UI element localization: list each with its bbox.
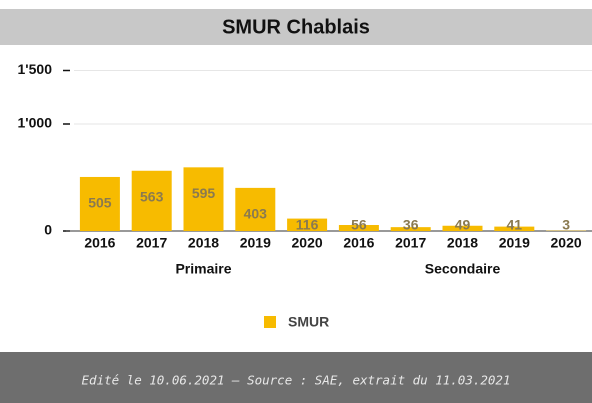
bar bbox=[183, 167, 224, 231]
y-tick-label: 1'000 bbox=[18, 115, 53, 131]
group-label: Secondaire bbox=[425, 261, 501, 277]
value-label: 36 bbox=[403, 217, 419, 233]
bar bbox=[79, 176, 120, 231]
value-label: 403 bbox=[244, 206, 268, 222]
value-label: 116 bbox=[296, 217, 319, 233]
bar bbox=[390, 227, 431, 231]
bar bbox=[338, 225, 379, 231]
x-tick-label: 2017 bbox=[395, 235, 426, 251]
value-label: 3 bbox=[562, 217, 570, 233]
x-tick-label: 2019 bbox=[240, 235, 271, 251]
footer: Edité le 10.06.2021 – Source : SAE, extr… bbox=[82, 373, 511, 388]
y-tick-label: 1'500 bbox=[18, 61, 53, 77]
bar bbox=[494, 226, 535, 231]
value-label: 563 bbox=[140, 188, 164, 204]
title-bar bbox=[0, 9, 592, 45]
footer-bar bbox=[0, 352, 592, 403]
x-tick-label: 2016 bbox=[84, 235, 115, 251]
x-tick-label: 2020 bbox=[551, 235, 582, 251]
value-label: 56 bbox=[351, 217, 367, 233]
legend-label: SMUR bbox=[288, 314, 329, 330]
legend-swatch bbox=[264, 316, 276, 328]
bar bbox=[287, 218, 328, 231]
x-tick-label: 2017 bbox=[136, 235, 167, 251]
value-label: 41 bbox=[507, 217, 523, 233]
value-label: 595 bbox=[192, 185, 216, 201]
x-tick-label: 2018 bbox=[188, 235, 219, 251]
x-tick-label: 2019 bbox=[499, 235, 530, 251]
y-tick-label: 0 bbox=[44, 222, 52, 238]
x-tick-label: 2018 bbox=[447, 235, 478, 251]
x-tick-label: 2020 bbox=[292, 235, 323, 251]
group-label: Primaire bbox=[175, 261, 231, 277]
bar bbox=[235, 187, 276, 231]
bar bbox=[131, 170, 172, 231]
x-tick-label: 2016 bbox=[343, 235, 374, 251]
value-label: 49 bbox=[455, 217, 471, 233]
chart-title: SMUR Chablais bbox=[222, 16, 370, 38]
value-label: 505 bbox=[88, 195, 112, 211]
bar bbox=[442, 225, 483, 231]
